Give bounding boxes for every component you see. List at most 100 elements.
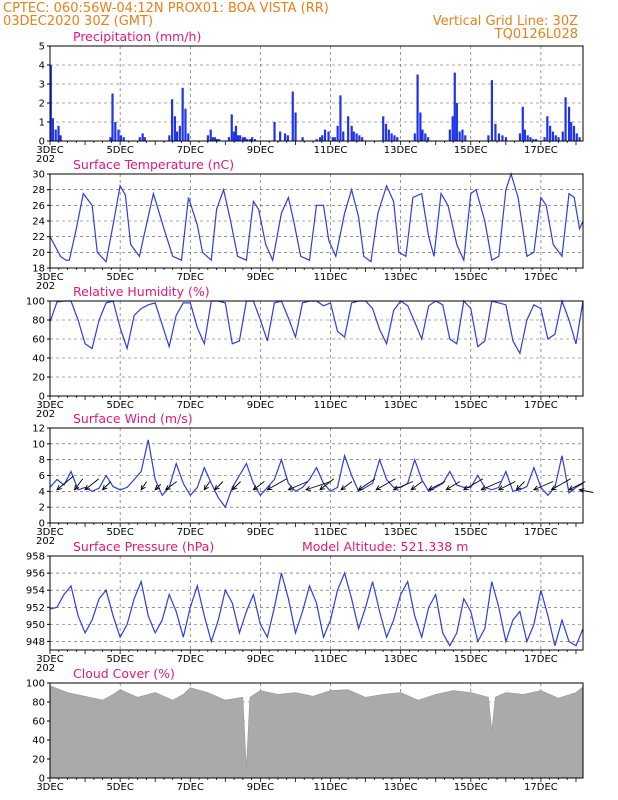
precip-bar bbox=[319, 137, 322, 141]
precip-bar bbox=[215, 139, 219, 141]
wind-line bbox=[49, 439, 584, 509]
wind-arrow bbox=[498, 481, 516, 491]
x-date-label: 17DEC bbox=[524, 527, 558, 538]
x-date-label: 17DEC bbox=[524, 272, 558, 283]
wind-arrow bbox=[463, 478, 484, 491]
cloud-area bbox=[49, 685, 584, 779]
wind-arrowhead bbox=[252, 485, 259, 491]
x-date-label: 3DEC bbox=[36, 400, 63, 411]
wind-arrow bbox=[516, 481, 525, 491]
precip-bar bbox=[206, 135, 209, 141]
precip-bar bbox=[561, 131, 564, 141]
x-date-label: 9DEC bbox=[247, 400, 274, 411]
wind-arrowhead bbox=[154, 484, 161, 491]
x-date-label: 11DEC bbox=[314, 272, 348, 283]
precip-bar bbox=[184, 108, 187, 141]
y-tick-label: 40 bbox=[32, 736, 45, 747]
precip-bar bbox=[143, 137, 146, 141]
precip-bar bbox=[501, 135, 504, 141]
wind-arrowhead bbox=[84, 485, 91, 491]
x-date-label: 3DEC bbox=[36, 527, 63, 538]
panel-cloud: 0 20 40 60 80 100 3DEC 5DEC 7DEC 9DEC 11DEC 13DEC 15… bbox=[26, 666, 584, 793]
panel-title: Surface Temperature (nC) bbox=[73, 157, 234, 172]
precip-bar bbox=[239, 135, 242, 141]
precip-bar bbox=[333, 137, 336, 141]
precip-bar bbox=[396, 137, 399, 141]
precip-bar bbox=[111, 93, 114, 141]
x-date-label: 15DEC bbox=[454, 654, 488, 665]
panel-temp: 18 20 22 24 26 28 30 3DEC 5DEC 7DEC 9DEC 11DEC 13DEC… bbox=[32, 157, 584, 292]
wind-arrow bbox=[267, 478, 287, 491]
precip-bar bbox=[461, 129, 464, 141]
precip-bar bbox=[273, 122, 276, 141]
precip-bar bbox=[248, 139, 252, 141]
wind-arrowhead bbox=[56, 485, 62, 491]
wind-arrowhead bbox=[266, 485, 273, 491]
wind-arrow bbox=[232, 481, 241, 491]
panel-title: Surface Pressure (hPa) bbox=[73, 539, 214, 554]
wind-arrowhead bbox=[319, 485, 325, 491]
x-date-label: 3DEC bbox=[36, 272, 63, 283]
precip-bar bbox=[390, 133, 393, 141]
y-tick-label: 1 bbox=[39, 118, 45, 129]
panel-title: Surface Wind (m/s) bbox=[73, 411, 193, 426]
y-tick-label: 80 bbox=[32, 698, 45, 709]
x-date-label: 5DEC bbox=[106, 654, 133, 665]
pres-line bbox=[49, 571, 584, 647]
wind-arrowhead bbox=[203, 484, 209, 491]
precip-bar bbox=[294, 112, 297, 141]
x-date-label: 7DEC bbox=[177, 272, 204, 283]
header-model-code: TQ0126L028 bbox=[494, 27, 578, 42]
precip-bar bbox=[546, 116, 549, 141]
precip-bar bbox=[243, 137, 247, 141]
wind-arrowhead bbox=[480, 485, 487, 491]
precip-bar bbox=[487, 135, 490, 141]
wind-arrow bbox=[305, 481, 331, 491]
precip-bar bbox=[339, 95, 342, 141]
precip-bar bbox=[384, 123, 388, 141]
precip-bar bbox=[59, 135, 62, 141]
header-grid-line: Vertical Grid Line: 30Z bbox=[433, 14, 578, 29]
precip-bar bbox=[393, 135, 396, 141]
x-year-label: 202 bbox=[36, 536, 55, 547]
wind-arrow bbox=[165, 481, 177, 491]
precip-bar bbox=[54, 129, 57, 141]
precip-bar bbox=[173, 116, 177, 141]
model-altitude-label: Model Altitude: 521.338 m bbox=[302, 539, 468, 554]
precip-bar bbox=[572, 125, 576, 141]
precip-bar bbox=[321, 135, 324, 141]
plot-frame bbox=[49, 300, 584, 397]
precip-bar bbox=[336, 125, 339, 141]
wind-arrowhead bbox=[357, 485, 364, 491]
precip-bar bbox=[117, 129, 120, 141]
x-date-label: 11DEC bbox=[314, 400, 348, 411]
wind-arrowhead bbox=[410, 485, 417, 491]
x-date-label: 9DEC bbox=[247, 527, 274, 538]
precip-bar bbox=[234, 125, 238, 141]
precip-bar bbox=[451, 116, 454, 141]
wind-arrow bbox=[410, 481, 423, 491]
wind-arrowhead bbox=[101, 484, 108, 491]
x-date-label: 7DEC bbox=[177, 400, 204, 411]
precip-bar bbox=[494, 123, 497, 141]
precip-bar bbox=[532, 139, 535, 141]
precip-bar bbox=[358, 135, 361, 141]
y-tick-label: 0 bbox=[39, 774, 45, 785]
x-date-label: 13DEC bbox=[384, 272, 418, 283]
x-date-label: 9DEC bbox=[247, 272, 274, 283]
y-tick-label: 60 bbox=[32, 335, 45, 346]
y-tick-label: 5 bbox=[39, 42, 45, 53]
precip-bar bbox=[549, 125, 552, 141]
precip-bar bbox=[301, 137, 304, 141]
x-date-label: 17DEC bbox=[524, 145, 558, 156]
y-tick-label: 958 bbox=[26, 552, 45, 563]
y-tick-label: 18 bbox=[32, 264, 45, 275]
precip-bar bbox=[241, 137, 245, 141]
y-tick-label: 20 bbox=[32, 755, 45, 766]
precip-bar bbox=[347, 116, 350, 141]
y-tick-label: 40 bbox=[32, 354, 45, 365]
x-date-label: 5DEC bbox=[106, 400, 133, 411]
precip-bar bbox=[570, 122, 573, 141]
x-date-label: 5DEC bbox=[106, 527, 133, 538]
wind-arrow bbox=[579, 489, 594, 493]
